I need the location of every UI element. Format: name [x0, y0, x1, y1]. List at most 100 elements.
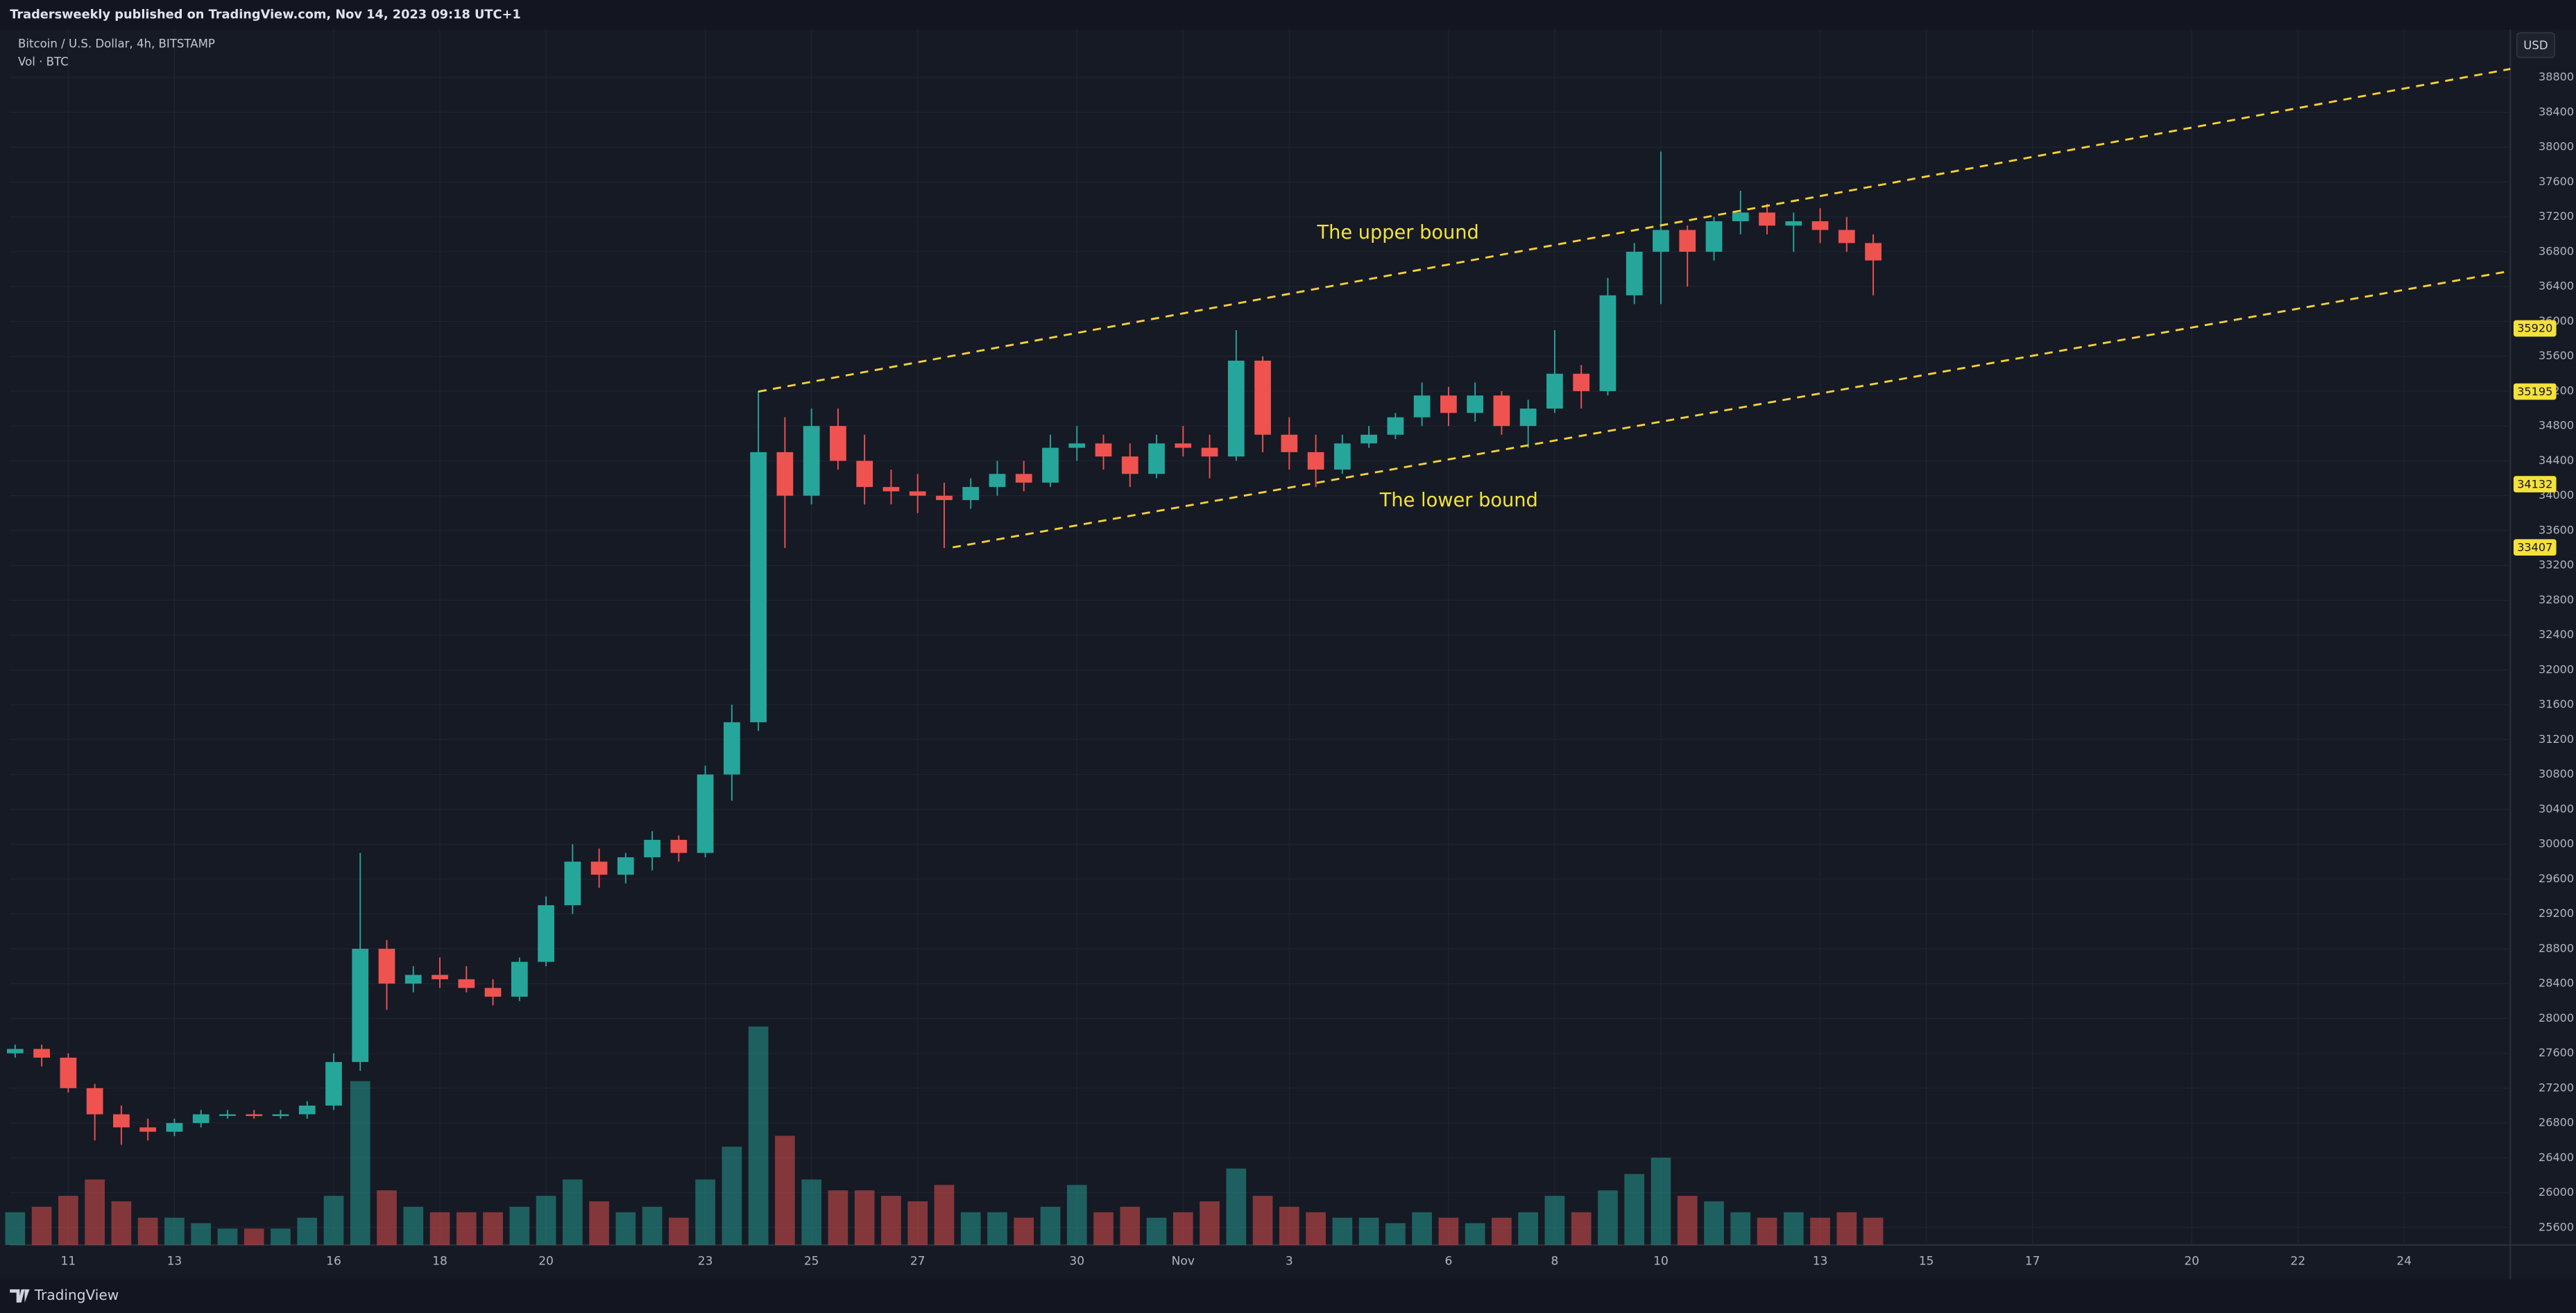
price-label: 35920 [2517, 322, 2552, 335]
candle-body [219, 1114, 236, 1116]
x-tick-label: 13 [1813, 1255, 1828, 1269]
volume-bar [244, 1228, 264, 1245]
y-tick-label: 32400 [2539, 628, 2574, 641]
volume-bar [1385, 1223, 1406, 1245]
volume-bar [1650, 1157, 1671, 1245]
candle-body [1281, 434, 1298, 452]
volume-bar [1066, 1185, 1087, 1245]
volume-bar [1518, 1212, 1539, 1245]
y-tick-label: 33200 [2539, 558, 2574, 572]
candle-body [1759, 212, 1775, 226]
y-tick-label: 32800 [2539, 593, 2574, 606]
price-label: 35195 [2517, 385, 2552, 398]
y-tick-label: 30000 [2539, 837, 2574, 850]
volume-bar [1598, 1190, 1618, 1245]
brand: TradingView [34, 1287, 119, 1303]
candle-body [1785, 221, 1802, 226]
y-tick-label: 28800 [2539, 941, 2574, 954]
y-tick-label: 27200 [2539, 1081, 2574, 1094]
volume-bar [934, 1185, 955, 1245]
candle-body [697, 774, 714, 853]
axes: 25600 26000 26400 26800 27200 27600 28000 28400… [61, 70, 2575, 1268]
currency[interactable]: USD [2523, 39, 2548, 52]
candle-body [962, 487, 980, 500]
trend-line [758, 68, 2511, 393]
y-tick-label: 37200 [2539, 209, 2574, 223]
volume-bar [615, 1212, 636, 1245]
volume-bar [1465, 1223, 1485, 1245]
y-tick-label: 31600 [2539, 698, 2574, 711]
volume-bar [191, 1223, 212, 1245]
y-tick-label: 33600 [2539, 523, 2574, 536]
volume-bar [1200, 1201, 1220, 1245]
y-tick-label: 32000 [2539, 662, 2574, 676]
drawings: The upper bound The lower bound [758, 68, 2511, 549]
candle-body [1440, 395, 1457, 413]
y-tick-label: 25600 [2539, 1220, 2574, 1233]
candle-body [1467, 395, 1484, 413]
volume-bar [1757, 1217, 1777, 1245]
volume-bar [1783, 1212, 1804, 1245]
volume-bar [722, 1147, 742, 1245]
volume-bar [1863, 1217, 1884, 1245]
candle-body [1599, 295, 1617, 391]
candle-body [458, 979, 475, 988]
y-tick-label: 36800 [2539, 244, 2574, 257]
x-tick-label: 10 [1653, 1255, 1669, 1269]
candle-body [166, 1123, 183, 1132]
candle-body [272, 1114, 289, 1117]
volume-pane [5, 1027, 1884, 1245]
publisher: Tradersweekly published on TradingView.c… [10, 8, 521, 22]
volume-bar [1677, 1196, 1698, 1245]
y-tick-label: 29200 [2539, 907, 2574, 920]
candle-body [1175, 443, 1192, 448]
candle-body [1811, 221, 1829, 230]
candle-body [432, 975, 448, 979]
candle-body [803, 426, 820, 496]
x-tick-label: 3 [1286, 1255, 1293, 1269]
candle-body [1519, 409, 1537, 427]
volume-bar [1014, 1217, 1034, 1245]
volume-bar [323, 1196, 344, 1245]
candle-body [856, 461, 873, 488]
y-tick-label: 36400 [2539, 280, 2574, 293]
volume-bar [695, 1179, 715, 1245]
volume-bar [1438, 1217, 1459, 1245]
y-tick-label: 27600 [2539, 1046, 2574, 1059]
volume-bar [377, 1190, 397, 1245]
y-tick-label: 30400 [2539, 802, 2574, 815]
candle-body [298, 1105, 316, 1115]
volume-bar [1412, 1212, 1432, 1245]
top-bar [0, 0, 2576, 30]
candle-body [1015, 474, 1032, 483]
candle-body [750, 452, 767, 723]
candle-body [670, 839, 688, 853]
candle-body [1493, 395, 1510, 427]
candle-body [378, 948, 395, 984]
y-tick-label: 37600 [2539, 175, 2574, 188]
volume-bar [1492, 1217, 1512, 1245]
volume-bar [1252, 1196, 1273, 1245]
price-label: 33407 [2517, 540, 2552, 553]
volume-bar [801, 1179, 822, 1245]
y-tick-label: 34800 [2539, 419, 2574, 432]
volume-bar [1571, 1212, 1592, 1245]
candle-body [86, 1088, 103, 1115]
y-tick-label: 31200 [2539, 732, 2574, 746]
candles [6, 151, 1882, 1145]
currency-box[interactable] [2516, 32, 2555, 58]
volume-bar [987, 1212, 1007, 1245]
candle-body [1254, 360, 1271, 435]
candle-body [1121, 456, 1138, 474]
candle-body [1413, 395, 1431, 418]
candle-body [33, 1049, 50, 1058]
symbol-title: Bitcoin / U.S. Dollar, 4h, BITSTAMP [18, 37, 215, 50]
volume-bar [881, 1196, 901, 1245]
volume-bar [642, 1206, 663, 1245]
candle-body [1626, 251, 1643, 295]
candle-body [1653, 230, 1669, 252]
candle-body [1705, 221, 1723, 252]
price-label-box [2514, 539, 2557, 556]
volume-bar [828, 1190, 848, 1245]
